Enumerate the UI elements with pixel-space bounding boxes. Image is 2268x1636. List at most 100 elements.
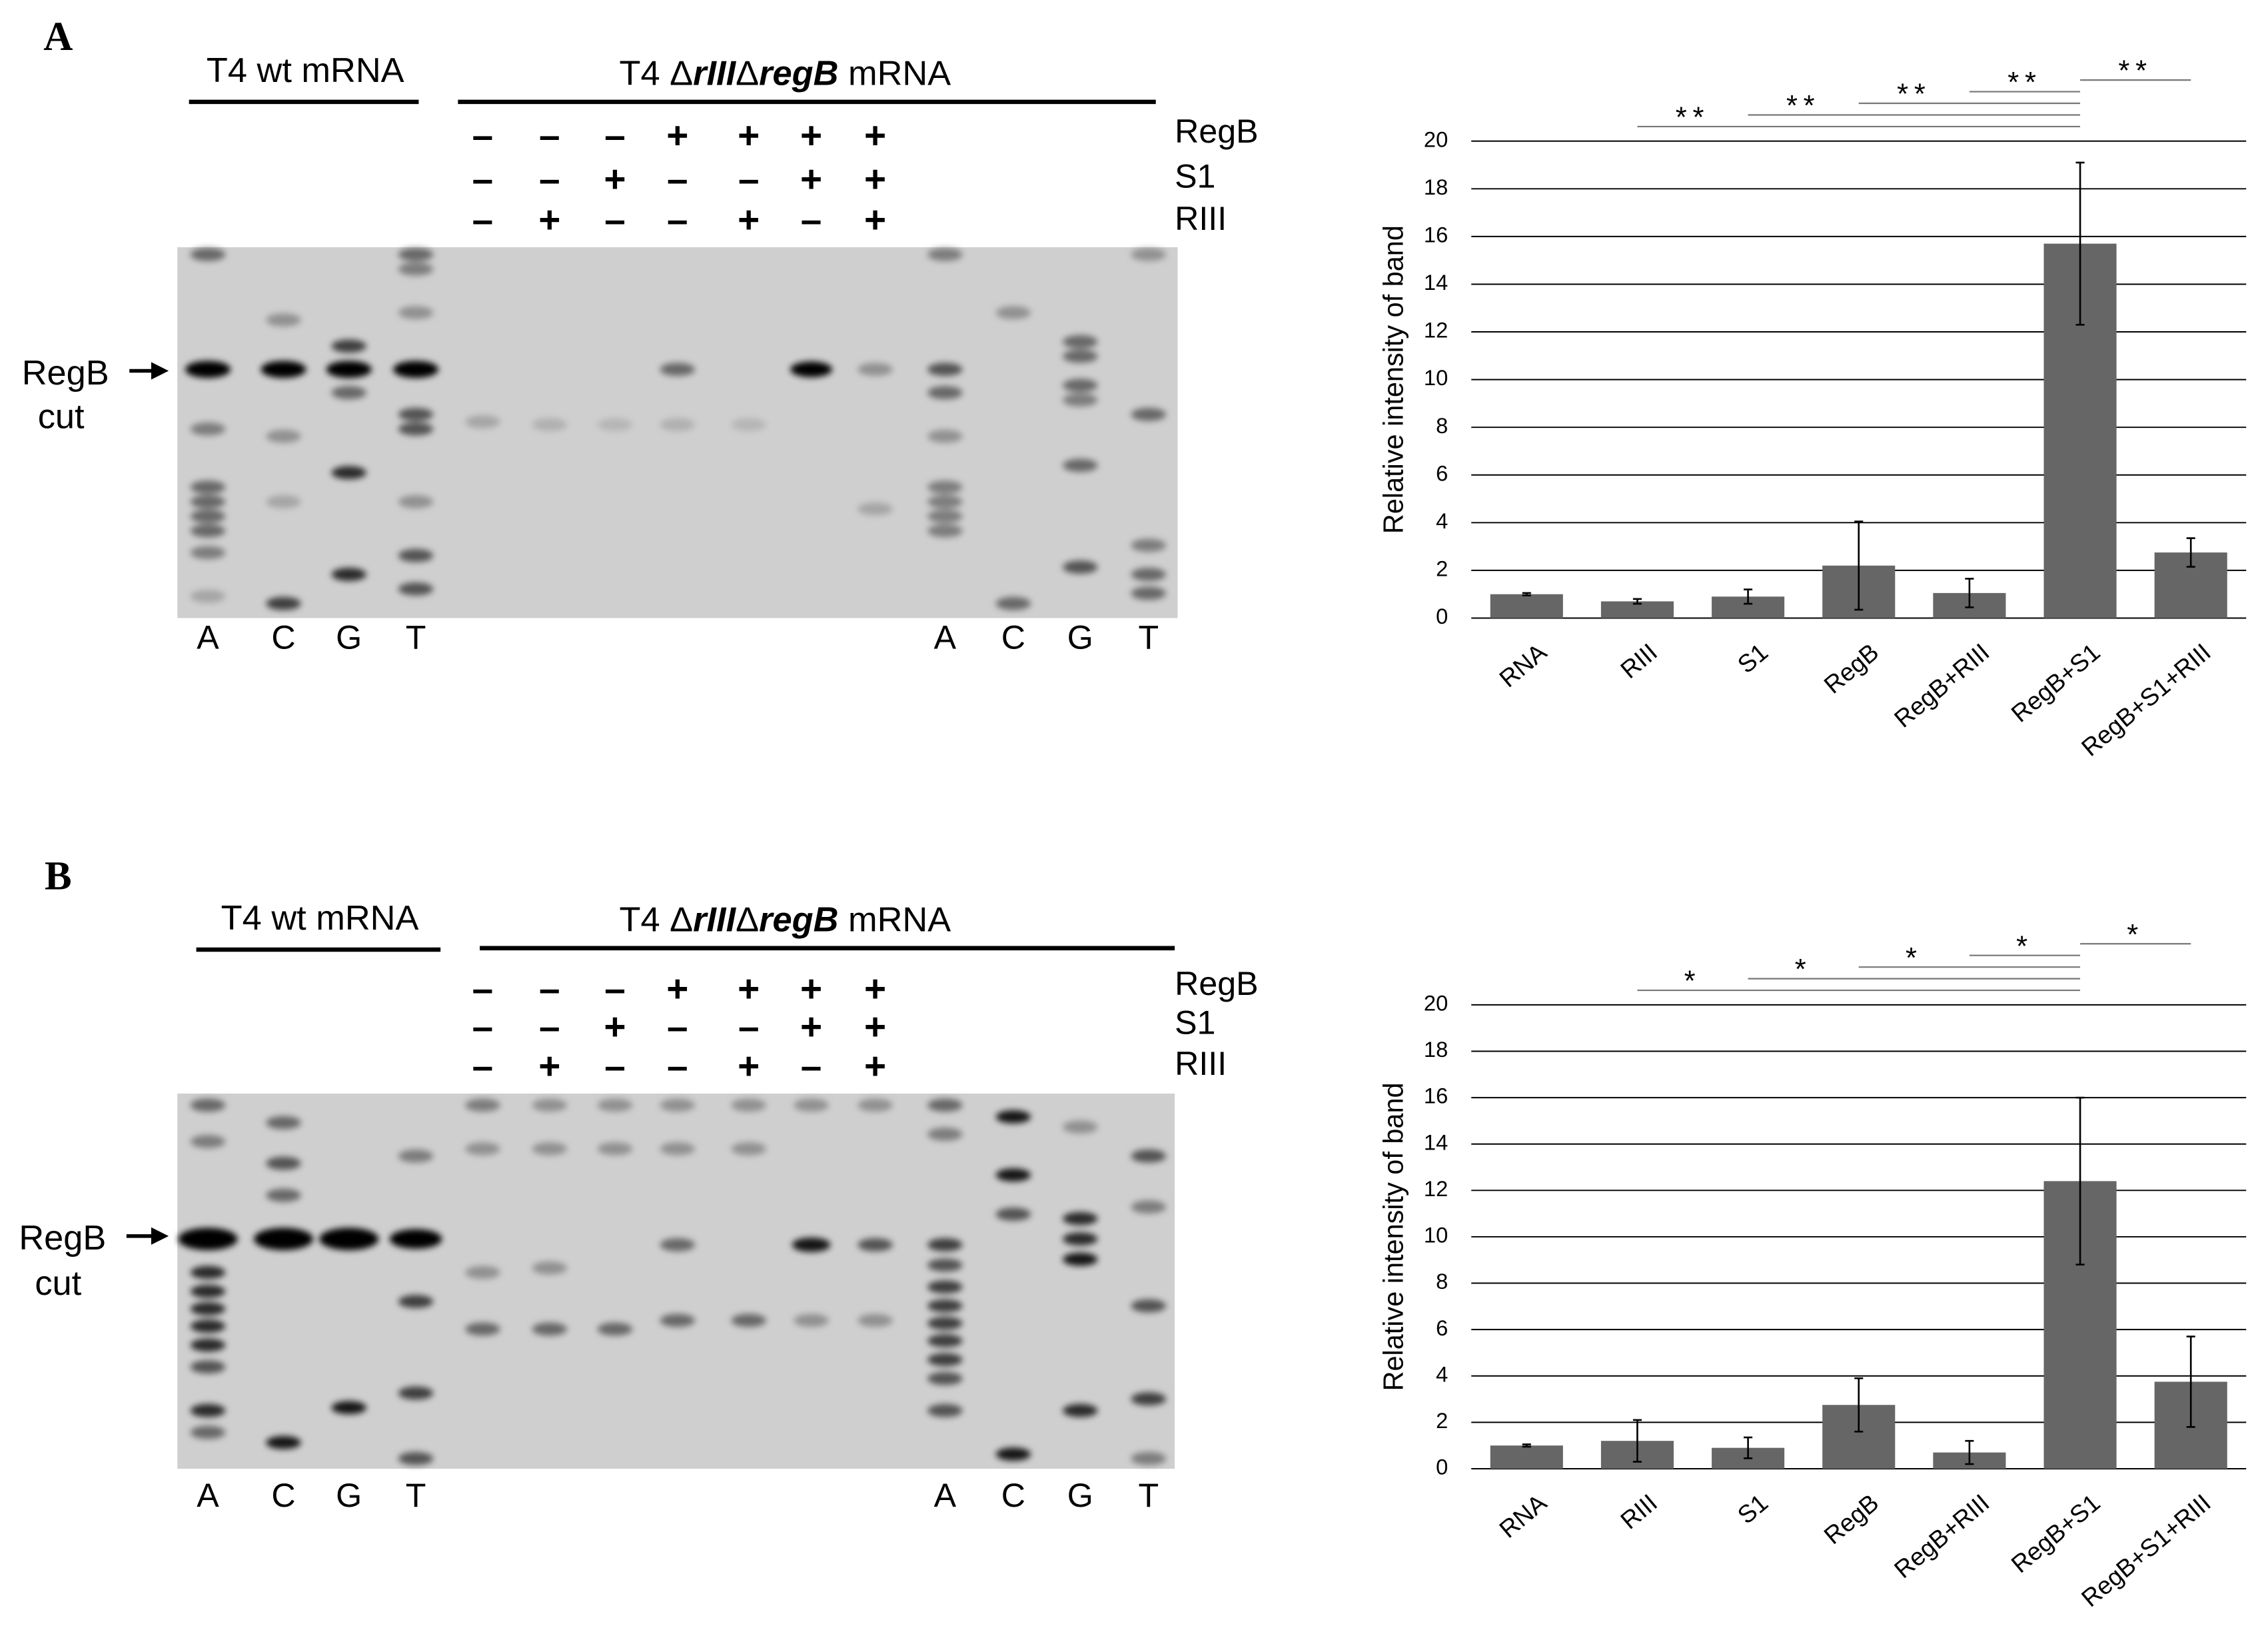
gel-band [190, 1098, 226, 1112]
gel-band [1063, 393, 1098, 407]
y-tick-label: 18 [1424, 175, 1448, 199]
gel-band [927, 480, 963, 494]
gel-band [266, 495, 301, 508]
gel-band [393, 361, 439, 379]
title-part: rIII [693, 54, 736, 93]
gel-band [190, 1135, 226, 1148]
title-part: Δ [736, 900, 759, 939]
gel-band [331, 339, 366, 353]
condition-sign: + [864, 1046, 886, 1088]
title-part: rIII [693, 900, 736, 939]
gel-band [927, 1258, 963, 1272]
gel-band [398, 582, 434, 596]
gel-band [731, 418, 766, 432]
gel-band [790, 361, 833, 378]
gel-band [927, 1128, 963, 1141]
title-part: T4 Δ [619, 54, 693, 93]
error-bar [1632, 1419, 1642, 1463]
gel-band [1063, 458, 1098, 472]
y-tick-label: 10 [1424, 365, 1448, 390]
gel-band [190, 1425, 226, 1439]
condition-sign: – [801, 199, 822, 241]
gel-band [857, 1238, 893, 1251]
marker-label: RegB [22, 354, 109, 393]
condition-sign: + [738, 1046, 760, 1088]
gel-band [731, 1313, 766, 1327]
gel-band [465, 1322, 500, 1336]
gel-band [465, 1098, 500, 1112]
gel-band [1063, 1252, 1098, 1266]
gel-band [465, 415, 500, 428]
gel-band [266, 313, 301, 327]
gel-band [1131, 1299, 1167, 1313]
gel-band [927, 1353, 963, 1367]
gel-band [398, 422, 434, 436]
y-tick-label: 2 [1436, 1408, 1448, 1433]
marker-label: cut [35, 1264, 81, 1303]
marker-label: RegB [19, 1219, 106, 1257]
gel-band [995, 1447, 1031, 1461]
marker-arrowhead [151, 362, 169, 380]
gel-band [1131, 248, 1167, 261]
lane-label: G [1067, 618, 1093, 656]
gel-band [266, 1156, 301, 1170]
gel-band [660, 1142, 696, 1156]
gel-band [331, 568, 366, 581]
error-bar [1522, 592, 1531, 596]
y-tick-label: 8 [1436, 1269, 1448, 1293]
condition-sign: + [538, 199, 560, 241]
gel-band [190, 1360, 226, 1374]
condition-sign: + [666, 968, 688, 1010]
condition-sign: – [604, 1046, 626, 1088]
gel-band [190, 1284, 226, 1298]
condition-sign: – [667, 1006, 688, 1048]
lane-label: G [336, 1477, 362, 1514]
gel-band [398, 248, 434, 261]
gel-band [178, 1227, 238, 1250]
gel-band [927, 495, 963, 508]
condition-sign: – [539, 968, 560, 1010]
gel-band [1063, 379, 1098, 393]
title-part: mRNA [838, 54, 951, 93]
gel-band [927, 1403, 963, 1417]
gel-band [398, 495, 434, 508]
error-bar [2075, 161, 2085, 326]
y-tick-label: 16 [1424, 223, 1448, 247]
gel-band [660, 1238, 696, 1251]
error-bar [2075, 1096, 2085, 1266]
gel-title-wt: T4 wt mRNA [207, 51, 404, 90]
gel-band [190, 248, 226, 261]
gel-band [1131, 1451, 1167, 1465]
y-tick-label: 2 [1436, 556, 1448, 581]
gel-band [660, 1313, 696, 1327]
condition-sign: + [800, 968, 822, 1010]
gel-band [389, 1229, 442, 1249]
x-tick-label: RIII [1615, 1488, 1662, 1534]
gel-band [927, 248, 963, 261]
error-bar [1854, 520, 1864, 611]
condition-sign: – [472, 1046, 494, 1088]
significance-label: * [1795, 953, 1812, 986]
gel-title-mut: T4 ΔrIIIΔregB mRNA [619, 900, 951, 939]
gel-band [190, 1302, 226, 1315]
condition-sign: + [538, 1046, 560, 1088]
gel-band [927, 1334, 963, 1347]
gel-band [319, 1227, 379, 1250]
lane-label: C [271, 1477, 295, 1514]
gel-band [597, 418, 633, 432]
gel-band [398, 1451, 434, 1465]
gel-band [794, 1098, 829, 1112]
gel-band [190, 1319, 226, 1333]
lane-label: A [934, 618, 957, 656]
gel-image [177, 247, 1178, 618]
gel-band [190, 509, 226, 523]
error-bar [1744, 588, 1753, 605]
condition-sign: – [472, 968, 494, 1010]
y-tick-label: 20 [1424, 127, 1448, 151]
gel-band [1063, 1403, 1098, 1417]
gel-band [731, 1142, 766, 1156]
y-tick-label: 6 [1436, 460, 1448, 485]
y-tick-label: 12 [1424, 1176, 1448, 1201]
condition-sign: + [604, 1006, 626, 1048]
gel-band [927, 429, 963, 443]
